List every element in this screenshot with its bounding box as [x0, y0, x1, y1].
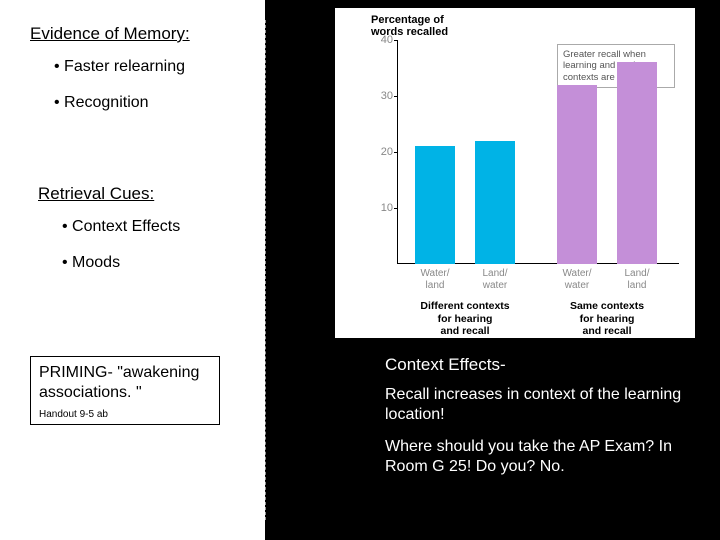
bar: [617, 62, 657, 264]
bar: [557, 85, 597, 264]
y-tick-label: 20: [377, 146, 393, 158]
left-panel: Evidence of Memory: • Faster relearning …: [0, 0, 265, 540]
evidence-block: Evidence of Memory: • Faster relearning …: [30, 24, 190, 130]
vertical-divider: [265, 20, 266, 520]
bar-category-label: Land/water: [468, 268, 522, 291]
bar-group-label: Different contextsfor hearingand recall: [405, 300, 525, 338]
bar-category-label: Water/water: [550, 268, 604, 291]
chart-legend: Greater recall when learning and testing…: [557, 44, 675, 88]
evidence-item-1: • Recognition: [54, 94, 190, 112]
bar-group-label: Same contextsfor hearingand recall: [547, 300, 667, 338]
cues-item-1: • Moods: [62, 254, 180, 272]
priming-text: PRIMING- "awakening associations. ": [39, 363, 211, 403]
y-tick-label: 30: [377, 90, 393, 102]
y-tick-mark: [394, 208, 397, 209]
cues-heading: Retrieval Cues:: [38, 184, 180, 204]
context-effects-para2: Where should you take the AP Exam? In Ro…: [385, 437, 705, 477]
bar-category-label: Land/land: [610, 268, 664, 291]
evidence-item-0: • Faster relearning: [54, 58, 190, 76]
bar-category-label: Water/land: [408, 268, 462, 291]
evidence-heading: Evidence of Memory:: [30, 24, 190, 44]
bar: [475, 141, 515, 264]
cues-item-0: • Context Effects: [62, 218, 180, 236]
chart-plot: Greater recall when learning and testing…: [397, 40, 679, 264]
y-tick-mark: [394, 96, 397, 97]
context-effects-para1: Recall increases in context of the learn…: [385, 385, 705, 425]
y-tick-label: 10: [377, 202, 393, 214]
cues-block: Retrieval Cues: • Context Effects • Mood…: [38, 184, 180, 290]
right-text-block: Context Effects- Recall increases in con…: [385, 355, 705, 489]
priming-subtext: Handout 9-5 ab: [39, 409, 211, 420]
context-effects-title: Context Effects-: [385, 355, 705, 375]
priming-box: PRIMING- "awakening associations. " Hand…: [30, 356, 220, 425]
bar: [415, 146, 455, 264]
y-tick-label: 40: [377, 34, 393, 46]
chart: Percentage ofwords recalled Greater reca…: [335, 8, 695, 338]
y-tick-mark: [394, 152, 397, 153]
y-axis: [397, 40, 398, 264]
y-tick-mark: [394, 40, 397, 41]
